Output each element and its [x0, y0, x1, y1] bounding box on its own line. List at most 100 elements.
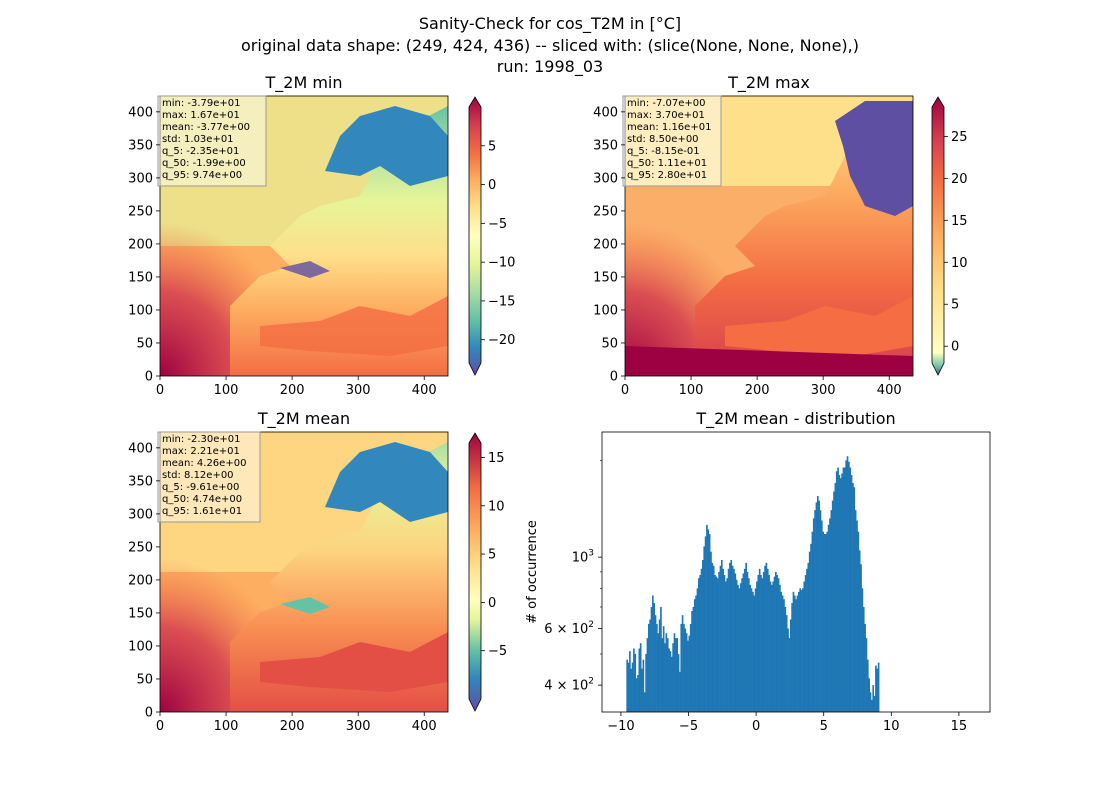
histogram-xaxis: −10 −5 0 5 10 15 — [607, 712, 967, 734]
stats-max-line-3: mean: 1.16e+01 — [627, 122, 711, 133]
histogram-bar — [800, 590, 803, 712]
histogram-bar — [715, 576, 718, 712]
histogram-bar — [792, 591, 795, 712]
histogram-bar — [812, 518, 815, 712]
histogram-bar — [773, 576, 776, 712]
heatmap-max-mediterranean — [725, 296, 913, 356]
histogram-yaxis: 4 × 102 6 × 102 103 — [544, 460, 602, 694]
xtick-label-max-3: 300 — [811, 383, 836, 398]
ytick-label-max-7: 350 — [593, 138, 618, 153]
histogram-bar — [670, 656, 673, 712]
histogram-bar — [814, 510, 816, 712]
histogram-bar — [877, 662, 880, 712]
histogram-bar — [672, 643, 674, 712]
yaxis-max: 0 50 100 150 200 250 300 350 400 — [593, 105, 625, 385]
histogram-bar — [658, 619, 661, 712]
histogram-bar — [775, 571, 777, 712]
histogram-bar — [769, 581, 772, 712]
figure-title-line-3: run: 1998_03 — [497, 57, 603, 77]
stats-min-line-3: mean: -3.77e+00 — [162, 122, 250, 133]
histogram-bar — [703, 546, 706, 712]
xtick-label-mean-4: 400 — [412, 719, 437, 734]
cbar-tick-label-max-4: 5 — [951, 298, 959, 313]
panel-histogram: T_2M mean - distribution −10 −5 0 5 10 15 4 ×… — [525, 409, 991, 734]
histogram-bar — [780, 591, 783, 712]
stats-mean-line-3: mean: 4.26e+00 — [162, 458, 246, 469]
stats-min-line-6: q_50: -1.99e+00 — [162, 158, 246, 169]
histogram-bar — [654, 615, 657, 712]
histogram-bar — [700, 568, 703, 712]
histogram-bar — [734, 573, 737, 712]
histogram-bar — [711, 562, 714, 712]
heatmap-max-africa — [625, 346, 913, 376]
stats-max-line-4: std: 8.50e+00 — [627, 134, 699, 145]
hist-xtick-label-1: −5 — [679, 719, 698, 734]
ytick-label-mean-0: 0 — [145, 706, 153, 721]
histogram-bar — [806, 568, 808, 712]
histogram-bar — [704, 536, 707, 712]
histogram-bar — [821, 520, 823, 712]
colorbar-max-ticks: 25 20 15 10 5 0 — [944, 130, 968, 355]
histogram-bar — [838, 475, 841, 712]
hist-xtick-label-4: 10 — [883, 719, 900, 734]
histogram-bar — [819, 510, 822, 712]
histogram-bar — [791, 603, 793, 712]
heatmap-mean-scandinavia — [325, 442, 448, 522]
histogram-bar — [783, 599, 785, 712]
histogram-bar — [875, 665, 877, 712]
hist-xtick-label-3: 5 — [820, 719, 828, 734]
histogram-bar — [656, 623, 658, 712]
ytick-label-mean-2: 100 — [128, 639, 153, 654]
colorbar-mean: 15 10 5 0 −5 — [468, 432, 507, 712]
histogram-bar — [802, 588, 804, 712]
histogram-bar — [714, 575, 716, 712]
ytick-label-min-2: 100 — [128, 303, 153, 318]
ytick-label-min-3: 150 — [128, 270, 153, 285]
histogram-bar — [691, 611, 693, 712]
ytick-label-min-7: 350 — [128, 138, 153, 153]
stats-mean-line-1: min: -2.30e+01 — [162, 434, 241, 445]
panel-min-title: T_2M min — [264, 73, 342, 93]
histogram-bar — [634, 653, 637, 712]
ytick-label-mean-5: 250 — [128, 540, 153, 555]
histogram-bar — [777, 578, 780, 712]
colorbar-max: 25 20 15 10 5 0 — [931, 96, 968, 376]
histogram-bar — [684, 628, 687, 712]
stats-box-min: min: -3.79e+01 max: 1.67e+01 mean: -3.77… — [157, 95, 267, 187]
histogram-bar — [872, 685, 875, 712]
ytick-label-max-4: 200 — [593, 237, 618, 252]
panel-max: T_2M max min: -7.07e+00 max: 3.70e+01 me… — [593, 73, 967, 398]
hist-ytick-label-2: 103 — [572, 549, 594, 566]
yaxis-min: 0 50 100 150 200 250 300 350 400 — [128, 105, 160, 385]
stats-box-mean: min: -2.30e+01 max: 2.21e+01 mean: 4.26e… — [157, 431, 261, 523]
histogram-bar — [666, 638, 669, 712]
xtick-label-min-4: 400 — [412, 383, 437, 398]
histogram-bar — [719, 565, 722, 712]
histogram-bar — [627, 662, 630, 712]
histogram-bar — [854, 510, 857, 712]
histogram-bar — [868, 678, 870, 712]
xtick-label-max-2: 200 — [745, 383, 770, 398]
histogram-bar — [688, 635, 691, 712]
cbar-tick-label-min-2: −5 — [488, 217, 507, 232]
histogram-bar — [754, 588, 757, 712]
ytick-label-mean-4: 200 — [128, 573, 153, 588]
histogram-bar — [723, 575, 726, 712]
histogram-bar — [839, 478, 842, 712]
histogram-bar — [699, 575, 701, 712]
histogram-bar — [722, 568, 724, 712]
histogram-bar — [818, 500, 820, 712]
histogram-bar — [731, 565, 734, 712]
histogram-bar — [720, 559, 723, 712]
ytick-label-mean-1: 50 — [136, 672, 153, 687]
histogram-bar — [815, 502, 818, 712]
stats-mean-line-2: max: 2.21e+01 — [162, 446, 240, 457]
xtick-label-mean-1: 100 — [214, 719, 239, 734]
histogram-bar — [852, 483, 854, 712]
histogram-bar — [739, 583, 742, 712]
histogram-bar — [787, 628, 789, 712]
histogram-bar — [660, 606, 662, 712]
histogram-bar — [803, 581, 806, 712]
histogram-bar — [752, 591, 754, 712]
panel-max-title: T_2M max — [727, 73, 810, 93]
